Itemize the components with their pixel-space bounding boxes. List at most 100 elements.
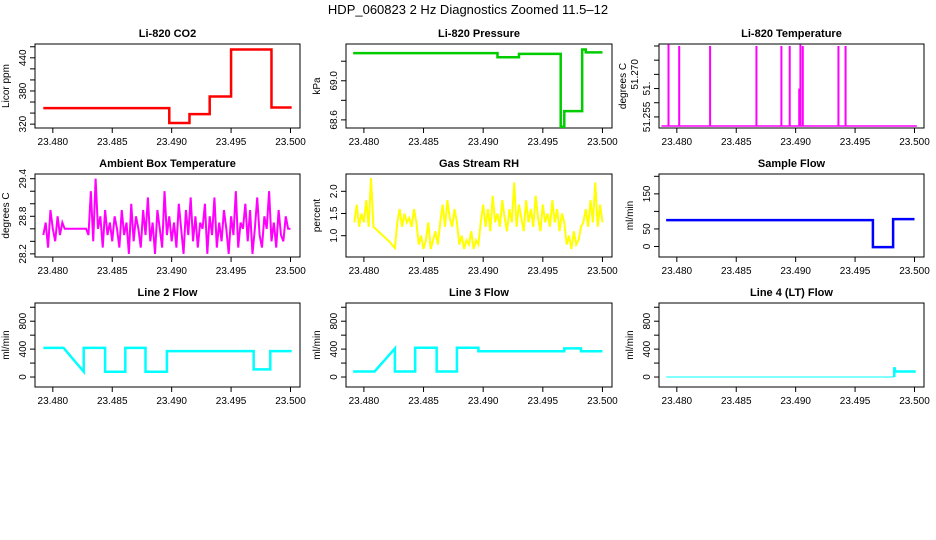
panel-title: Sample Flow: [758, 158, 826, 170]
x-tick-label: 23.490: [156, 266, 187, 277]
x-tick-label: 23.480: [38, 396, 69, 407]
x-tick-label: 23.480: [662, 137, 693, 148]
panel-line-2-flow: Line 2 Flow 23.480 23.485 23.490 23.495 23.50…: [1, 287, 306, 407]
x-tick-label: 23.480: [38, 137, 69, 148]
plot-frame: [345, 43, 613, 129]
panel-li-820-temperature: Li-820 Temperature 23.480 23.485 23.490 23.4…: [618, 28, 930, 148]
x-tick-label: 23.495: [840, 266, 871, 277]
y-tick-label: 1.5: [329, 206, 340, 220]
panel-ambient-box-temperature: Ambient Box Temperature 23.480 23.485 23.49…: [1, 158, 306, 277]
series-line: [353, 48, 603, 128]
x-tick-label: 23.485: [721, 266, 752, 277]
y-axis-label: ml/min: [1, 330, 12, 359]
y-tick-label: 68.6: [329, 110, 340, 130]
x-tick-label: 23.500: [587, 396, 618, 407]
y-tick-label: 150: [642, 185, 653, 202]
x-tick-label: 23.490: [780, 137, 811, 148]
plot-frame: [345, 302, 613, 388]
x-tick-label: 23.485: [97, 266, 128, 277]
x-tick-label: 23.495: [840, 137, 871, 148]
plot-frame: [658, 173, 925, 258]
y-tick-label: 51.: [642, 82, 653, 96]
panel-line-3-flow: Line 3 Flow 23.480 23.485 23.490 23.495 23.50…: [312, 287, 618, 407]
y-axis-label: kPa: [312, 77, 323, 95]
x-tick-label: 23.480: [349, 266, 380, 277]
panel-line-4-lt-flow: Line 4 (LT) Flow 23.480 23.485 23.490 23.495…: [625, 287, 930, 407]
y-tick-label: 29.4: [18, 169, 29, 189]
y-tick-label: 800: [329, 312, 340, 329]
panel-title: Li-820 Temperature: [741, 28, 842, 40]
series-line: [43, 346, 292, 376]
x-tick-label: 23.485: [408, 396, 439, 407]
x-tick-label: 23.500: [587, 137, 618, 148]
y-tick-label: 400: [18, 340, 29, 357]
x-tick-label: 23.490: [156, 137, 187, 148]
y-tick-label: 69.0: [329, 71, 340, 91]
panel-li-820-pressure: Li-820 Pressure 23.480 23.485 23.490 23.495 2…: [312, 28, 618, 148]
y-tick-label: 440: [18, 49, 29, 66]
y-tick-label: 51.270: [630, 59, 641, 90]
x-tick-label: 23.485: [721, 396, 752, 407]
series-line: [353, 177, 604, 251]
y-tick-label: 28.2: [18, 244, 29, 264]
y-tick-label: 400: [329, 340, 340, 357]
x-tick-label: 23.500: [275, 266, 306, 277]
x-tick-label: 23.490: [468, 266, 499, 277]
panel-title: Gas Stream RH: [439, 158, 519, 170]
panel-title: Line 4 (LT) Flow: [750, 287, 833, 299]
y-tick-label: 51.255: [642, 101, 653, 132]
y-tick-label: 400: [642, 340, 653, 357]
y-tick-label: 0: [18, 374, 29, 380]
x-tick-label: 23.485: [408, 137, 439, 148]
x-tick-label: 23.480: [38, 266, 69, 277]
y-axis-label: ml/min: [625, 201, 636, 230]
x-tick-label: 23.500: [899, 137, 930, 148]
panel-title: Ambient Box Temperature: [99, 158, 236, 170]
x-tick-label: 23.495: [528, 137, 559, 148]
plot-frame: [34, 173, 301, 258]
plot-frame: [658, 43, 925, 129]
y-tick-label: 320: [18, 115, 29, 132]
y-tick-label: 0: [642, 374, 653, 380]
panel-sample-flow: Sample Flow 23.480 23.485 23.490 23.495 23.50…: [625, 158, 930, 277]
y-axis-label: Licor ppm: [1, 64, 12, 108]
y-tick-label: 800: [642, 312, 653, 329]
x-tick-label: 23.490: [156, 396, 187, 407]
panel-title: Line 3 Flow: [449, 287, 509, 299]
x-tick-label: 23.500: [275, 396, 306, 407]
series-line: [42, 178, 291, 254]
panel-title: Li-820 Pressure: [438, 28, 520, 40]
y-tick-label: 800: [18, 312, 29, 329]
x-tick-label: 23.490: [780, 266, 811, 277]
panel-title: Line 2 Flow: [138, 287, 198, 299]
y-tick-label: 2.0: [329, 184, 340, 198]
x-tick-label: 23.495: [216, 396, 247, 407]
y-tick-label: 0: [642, 243, 653, 249]
x-tick-label: 23.500: [275, 137, 306, 148]
x-tick-label: 23.485: [408, 266, 439, 277]
y-axis-label: degrees C: [1, 192, 12, 238]
figure-title: HDP_060823 2 Hz Diagnostics Zoomed 11.5–…: [327, 2, 609, 17]
y-tick-label: 380: [18, 82, 29, 99]
y-axis-label: percent: [312, 199, 323, 233]
panel-li-820-co2: Li-820 CO2 23.480 23.485 23.490 23.495 23.500…: [1, 28, 306, 148]
y-tick-label: 28.8: [18, 206, 29, 226]
y-tick-label: 50: [642, 223, 653, 235]
x-tick-label: 23.485: [97, 396, 128, 407]
x-tick-label: 23.495: [216, 137, 247, 148]
x-tick-label: 23.500: [899, 396, 930, 407]
x-tick-label: 23.485: [97, 137, 128, 148]
series-line: [353, 345, 603, 373]
plot-frame: [34, 43, 301, 129]
series-line: [666, 217, 915, 249]
x-tick-label: 23.495: [528, 396, 559, 407]
panel-title: Li-820 CO2: [139, 28, 196, 40]
y-axis-label: ml/min: [312, 330, 323, 359]
x-tick-label: 23.500: [587, 266, 618, 277]
x-tick-label: 23.480: [349, 137, 380, 148]
y-axis-label: degrees C: [618, 63, 629, 109]
plot-frame: [345, 173, 613, 258]
x-tick-label: 23.490: [780, 396, 811, 407]
x-tick-label: 23.485: [721, 137, 752, 148]
